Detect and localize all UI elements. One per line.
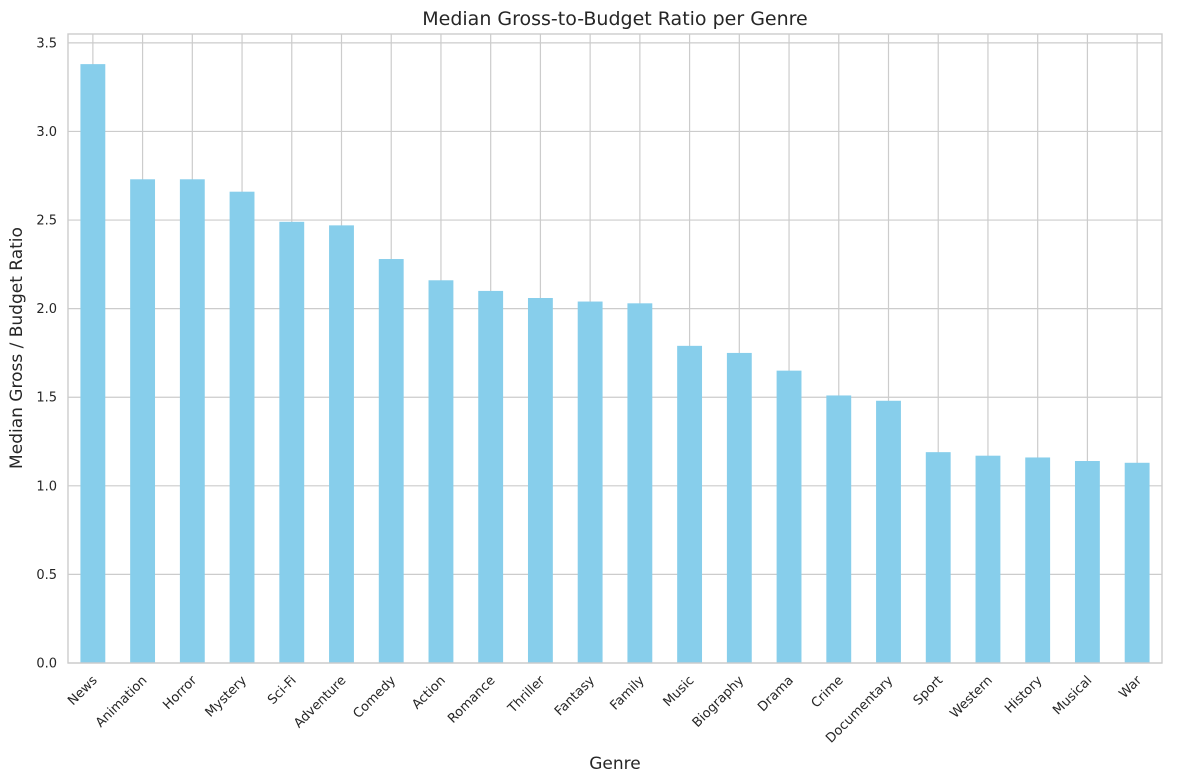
bar-crime [826,395,852,663]
x-tick-label: Fantasy [552,673,598,719]
y-tick-label: 0.5 [36,568,57,583]
bar-thriller [527,298,553,663]
bar-drama [776,370,802,663]
x-tick-label: Sport [911,673,946,708]
bar-family [627,303,653,663]
x-tick-label: Sci-Fi [265,673,300,708]
x-tick-label: Musical [1050,673,1095,718]
bar-action [428,280,454,663]
y-axis-label: Median Gross / Budget Ratio [7,227,27,469]
x-tick-label: Biography [690,673,748,731]
bar-horror [179,179,205,663]
x-tick-label: Thriller [505,673,549,717]
bar-adventure [329,225,354,664]
chart-title: Median Gross-to-Budget Ratio per Genre [422,8,807,30]
bars [80,64,1150,664]
x-tick-label: Crime [809,673,847,711]
bar-war [1124,462,1150,663]
bar-sci-fi [279,221,305,663]
x-tick-label: Drama [755,673,797,715]
plot-frame [67,33,1163,664]
x-tick-label: History [1002,673,1046,717]
bar-music [677,345,703,663]
x-axis-label: Genre [589,754,640,774]
y-tick-labels: 0.0 0.5 1.0 1.5 2.0 2.5 3.0 3.5 [36,36,57,671]
x-tick-label: Animation [93,673,150,730]
y-tick-label: 1.5 [36,391,57,406]
bar-documentary [876,400,901,663]
bar-romance [478,290,504,663]
x-tick-label: Family [607,673,647,713]
bar-biography [726,352,752,663]
bar-animation [130,179,156,663]
y-tick-label: 3.5 [36,36,57,51]
bar-mystery [229,191,255,663]
x-tick-label: War [1116,673,1145,702]
x-tick-label: Adventure [291,673,349,731]
x-tick-label: Mystery [203,673,250,720]
x-tick-label: Romance [445,673,498,726]
y-tick-label: 3.0 [36,125,57,140]
bar-musical [1074,461,1100,663]
bar-history [1025,457,1051,663]
x-tick-label: News [65,673,101,709]
y-tick-label: 2.5 [36,214,57,229]
y-tick-label: 1.0 [36,479,57,494]
bar-sport [925,452,951,663]
bar-western [975,455,1001,663]
x-tick-label: Music [661,673,698,710]
x-tick-label: Western [947,673,995,721]
bar-news [80,64,106,664]
y-tick-label: 2.0 [36,302,57,317]
bar-fantasy [577,301,603,663]
x-tick-label: Comedy [351,673,400,722]
x-tick-label: Action [409,673,448,712]
x-tick-label: Horror [160,673,200,713]
bar-comedy [378,259,404,663]
y-tick-label: 0.0 [36,657,57,672]
